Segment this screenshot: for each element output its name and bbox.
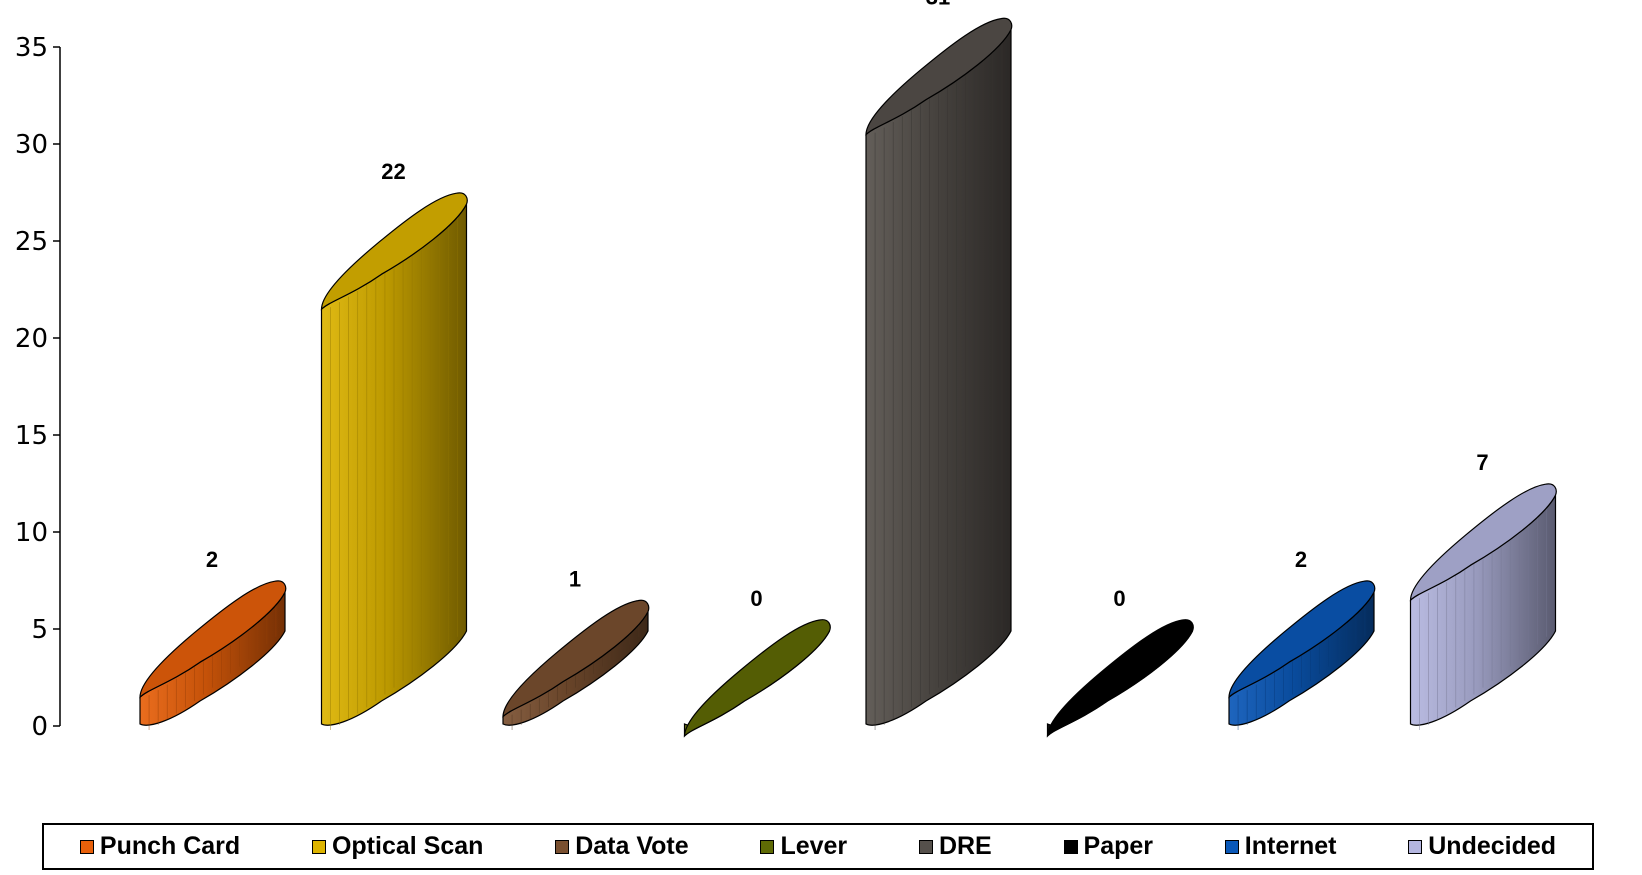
y-tick-label: 35 <box>15 33 48 63</box>
y-tick-label: 15 <box>15 421 48 451</box>
data-label: 2 <box>206 547 218 572</box>
bar-data-vote <box>502 599 650 730</box>
legend-swatch <box>555 839 570 854</box>
bar-dre <box>865 17 1013 730</box>
bar-internet <box>1228 580 1376 730</box>
legend-item-punch-card: Punch Card <box>79 832 241 861</box>
legend-label: Punch Card <box>99 832 241 860</box>
y-tick-label: 5 <box>31 615 48 645</box>
legend-label: Internet <box>1244 832 1337 860</box>
legend-label: DRE <box>938 832 992 860</box>
legend-swatch <box>918 839 933 854</box>
legend-item-internet: Internet <box>1224 832 1337 861</box>
data-label: 2 <box>1295 547 1307 572</box>
data-label: 31 <box>926 0 950 10</box>
legend-swatch <box>1063 839 1078 854</box>
legend-item-paper: Paper <box>1063 832 1153 861</box>
legend-label: Optical Scan <box>331 832 484 860</box>
legend-label: Lever <box>780 832 848 860</box>
bar-top <box>320 192 468 311</box>
bar-punch-card <box>139 580 287 730</box>
bar-top <box>1228 580 1376 699</box>
data-label: 7 <box>1476 450 1488 475</box>
legend-swatch <box>311 839 326 854</box>
bar-top <box>683 619 831 738</box>
y-tick-label: 0 <box>31 712 48 742</box>
bar-top <box>502 599 650 719</box>
legend-swatch <box>79 839 94 854</box>
legend-item-undecided: Undecided <box>1408 832 1556 861</box>
legend-swatch <box>1408 839 1423 854</box>
y-tick-label: 20 <box>15 324 48 354</box>
bar-top <box>865 17 1013 137</box>
bar-undecided <box>1409 483 1557 730</box>
data-label: 22 <box>381 159 405 184</box>
legend-swatch <box>760 839 775 854</box>
legend-label: Data Vote <box>575 832 689 860</box>
legend-swatch <box>1224 839 1239 854</box>
chart-legend: Punch Card Optical Scan Data Vote Lever DRE P… <box>42 823 1594 870</box>
bar-top <box>1046 619 1194 738</box>
y-tick-label: 30 <box>15 130 48 160</box>
bar-top <box>1409 483 1557 602</box>
legend-label: Paper <box>1083 832 1153 860</box>
bar-optical-scan <box>320 192 468 730</box>
bar-paper <box>1046 619 1194 738</box>
legend-item-lever: Lever <box>760 832 847 861</box>
bar-lever <box>683 619 831 738</box>
legend-item-optical-scan: Optical Scan <box>311 832 484 861</box>
y-tick-label: 10 <box>15 518 48 548</box>
y-tick-label: 25 <box>15 227 48 257</box>
bar-top <box>139 580 287 699</box>
legend-item-dre: DRE <box>918 832 992 861</box>
chart-plot: 051015202530352221031027 <box>15 0 1557 742</box>
data-label: 0 <box>1113 586 1125 611</box>
data-label: 0 <box>750 586 762 611</box>
legend-item-data-vote: Data Vote <box>555 832 689 861</box>
data-label: 1 <box>569 567 581 592</box>
legend-label: Undecided <box>1428 832 1557 860</box>
